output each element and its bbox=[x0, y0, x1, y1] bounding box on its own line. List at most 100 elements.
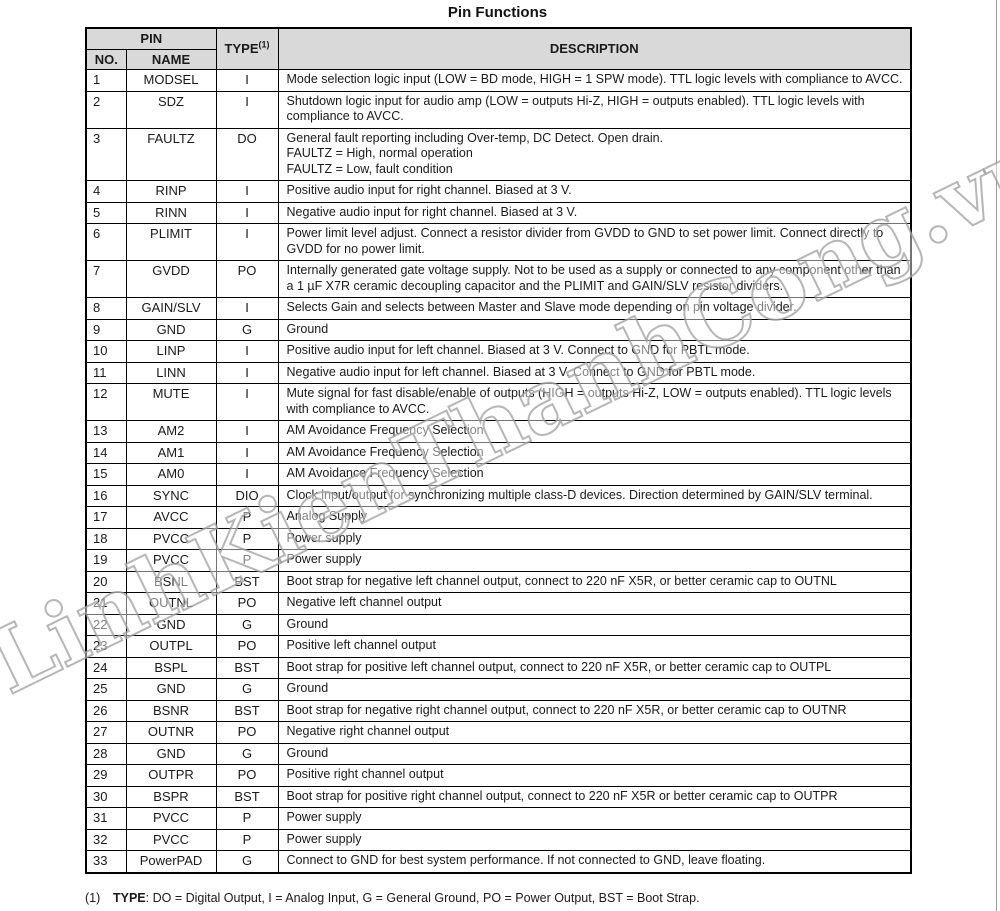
table-row: 5 RINN I Negative audio input for right … bbox=[85, 201, 912, 224]
pin-type-cell: G bbox=[215, 318, 279, 341]
table-row: 28 GND G Ground bbox=[85, 742, 912, 765]
table-row: 7 GVDD PO Internally generated gate volt… bbox=[85, 260, 912, 298]
pin-table-body: 1 MODSEL I Mode selection logic input (L… bbox=[85, 69, 912, 873]
table-row: 25 GND G Ground bbox=[85, 678, 912, 701]
pin-description-cell: Boot strap for negative right channel ou… bbox=[277, 699, 912, 722]
table-row: 13 AM2 I AM Avoidance Frequency Selectio… bbox=[85, 420, 912, 443]
pin-name-cell: PVCC bbox=[125, 807, 217, 830]
pin-name-cell: RINN bbox=[125, 201, 217, 224]
pin-number-cell: 5 bbox=[85, 201, 127, 224]
pin-name-cell: FAULTZ bbox=[125, 127, 217, 181]
pin-name-cell: PowerPAD bbox=[125, 850, 217, 873]
table-row: 12 MUTE I Mute signal for fast disable/e… bbox=[85, 383, 912, 421]
pin-description-cell: Internally generated gate voltage supply… bbox=[277, 260, 912, 298]
table-row: 23 OUTPL PO Positive left channel output bbox=[85, 635, 912, 658]
pin-type-cell: P bbox=[215, 549, 279, 572]
pin-number-cell: 21 bbox=[85, 592, 127, 615]
table-row: 27 OUTNR PO Negative right channel outpu… bbox=[85, 721, 912, 744]
table-row: 11 LINN I Negative audio input for left … bbox=[85, 361, 912, 384]
pin-number-cell: 16 bbox=[85, 484, 127, 507]
page-edge-line bbox=[996, 0, 997, 911]
pin-type-cell: BST bbox=[215, 656, 279, 679]
pin-description-cell: Power limit level adjust. Connect a resi… bbox=[277, 223, 912, 261]
pin-type-cell: I bbox=[215, 383, 279, 421]
pin-name-cell: BSPR bbox=[125, 785, 217, 808]
pin-name-cell: RINP bbox=[125, 180, 217, 203]
pin-type-cell: I bbox=[215, 420, 279, 443]
pin-name-cell: SDZ bbox=[125, 90, 217, 129]
pin-name-cell: BSNR bbox=[125, 699, 217, 722]
pin-type-cell: I bbox=[215, 90, 279, 129]
pin-name-cell: GND bbox=[125, 318, 217, 341]
table-row: 16 SYNC DIO Clock input/output for synch… bbox=[85, 484, 912, 507]
pin-number-cell: 22 bbox=[85, 613, 127, 636]
table-row: 6 PLIMIT I Power limit level adjust. Con… bbox=[85, 223, 912, 261]
table-row: 2 SDZ I Shutdown logic input for audio a… bbox=[85, 90, 912, 129]
pin-description-cell: AM Avoidance Frequency Selection bbox=[277, 441, 912, 464]
table-row: 21 OUTNL PO Negative left channel output bbox=[85, 592, 912, 615]
pin-description-cell: Positive audio input for right channel. … bbox=[277, 180, 912, 203]
pin-description-cell: Selects Gain and selects between Master … bbox=[277, 297, 912, 320]
pin-description-cell: Shutdown logic input for audio amp (LOW … bbox=[277, 90, 912, 129]
pin-name-cell: GND bbox=[125, 742, 217, 765]
table-row: 14 AM1 I AM Avoidance Frequency Selectio… bbox=[85, 441, 912, 464]
pin-description-cell: Analog Supply bbox=[277, 506, 912, 529]
pin-number-cell: 15 bbox=[85, 463, 127, 486]
pin-type-cell: DIO bbox=[215, 484, 279, 507]
pin-type-cell: I bbox=[215, 463, 279, 486]
pin-number-cell: 24 bbox=[85, 656, 127, 679]
pin-name-cell: GND bbox=[125, 613, 217, 636]
pin-number-cell: 30 bbox=[85, 785, 127, 808]
pin-name-cell: BSNL bbox=[125, 570, 217, 593]
table-row: 30 BSPR BST Boot strap for positive righ… bbox=[85, 785, 912, 808]
pin-description-cell: AM Avoidance Frequency Selection bbox=[277, 420, 912, 443]
pin-name-cell: MUTE bbox=[125, 383, 217, 421]
pin-number-cell: 33 bbox=[85, 850, 127, 873]
table-row: 17 AVCC P Analog Supply bbox=[85, 506, 912, 529]
pin-type-cell: G bbox=[215, 613, 279, 636]
pin-description-cell: AM Avoidance Frequency Selection bbox=[277, 463, 912, 486]
pin-number-cell: 28 bbox=[85, 742, 127, 765]
pin-type-cell: BST bbox=[215, 570, 279, 593]
pin-name-cell: OUTNL bbox=[125, 592, 217, 615]
pin-number-cell: 26 bbox=[85, 699, 127, 722]
footnote-type-label: TYPE bbox=[113, 891, 146, 905]
pin-number-cell: 19 bbox=[85, 549, 127, 572]
pin-description-cell: General fault reporting including Over-t… bbox=[277, 127, 912, 181]
pin-name-cell: PVCC bbox=[125, 549, 217, 572]
pin-number-cell: 20 bbox=[85, 570, 127, 593]
pin-description-cell: Power supply bbox=[277, 828, 912, 851]
pin-type-cell: I bbox=[215, 201, 279, 224]
header-type-superscript: (1) bbox=[258, 39, 270, 50]
pin-type-cell: DO bbox=[215, 127, 279, 181]
pin-type-cell: BST bbox=[215, 699, 279, 722]
pin-description-cell: Ground bbox=[277, 318, 912, 341]
pin-type-cell: PO bbox=[215, 592, 279, 615]
table-row: 31 PVCC P Power supply bbox=[85, 807, 912, 830]
pin-type-cell: PO bbox=[215, 635, 279, 658]
pin-description-cell: Positive audio input for left channel. B… bbox=[277, 340, 912, 363]
header-name: NAME bbox=[125, 48, 217, 70]
pin-name-cell: AVCC bbox=[125, 506, 217, 529]
footnote: (1) TYPE: DO = Digital Output, I = Analog… bbox=[85, 891, 700, 905]
pin-description-cell: Mute signal for fast disable/enable of o… bbox=[277, 383, 912, 421]
pin-number-cell: 12 bbox=[85, 383, 127, 421]
pin-number-cell: 29 bbox=[85, 764, 127, 787]
pin-description-cell: Positive right channel output bbox=[277, 764, 912, 787]
table-row: 19 PVCC P Power supply bbox=[85, 549, 912, 572]
table-row: 1 MODSEL I Mode selection logic input (L… bbox=[85, 69, 912, 92]
table-row: 20 BSNL BST Boot strap for negative left… bbox=[85, 570, 912, 593]
pin-number-cell: 25 bbox=[85, 678, 127, 701]
pin-description-cell: Negative audio input for right channel. … bbox=[277, 201, 912, 224]
pin-number-cell: 11 bbox=[85, 361, 127, 384]
pin-type-cell: I bbox=[215, 361, 279, 384]
pin-description-cell: Ground bbox=[277, 742, 912, 765]
pin-number-cell: 3 bbox=[85, 127, 127, 181]
footnote-marker: (1) bbox=[85, 891, 101, 905]
table-row: 10 LINP I Positive audio input for left … bbox=[85, 340, 912, 363]
table-header: PIN TYPE(1) DESCRIPTION NO. NAME bbox=[85, 27, 912, 70]
pin-name-cell: BSPL bbox=[125, 656, 217, 679]
pin-name-cell: GND bbox=[125, 678, 217, 701]
pin-type-cell: G bbox=[215, 742, 279, 765]
pin-name-cell: MODSEL bbox=[125, 69, 217, 92]
